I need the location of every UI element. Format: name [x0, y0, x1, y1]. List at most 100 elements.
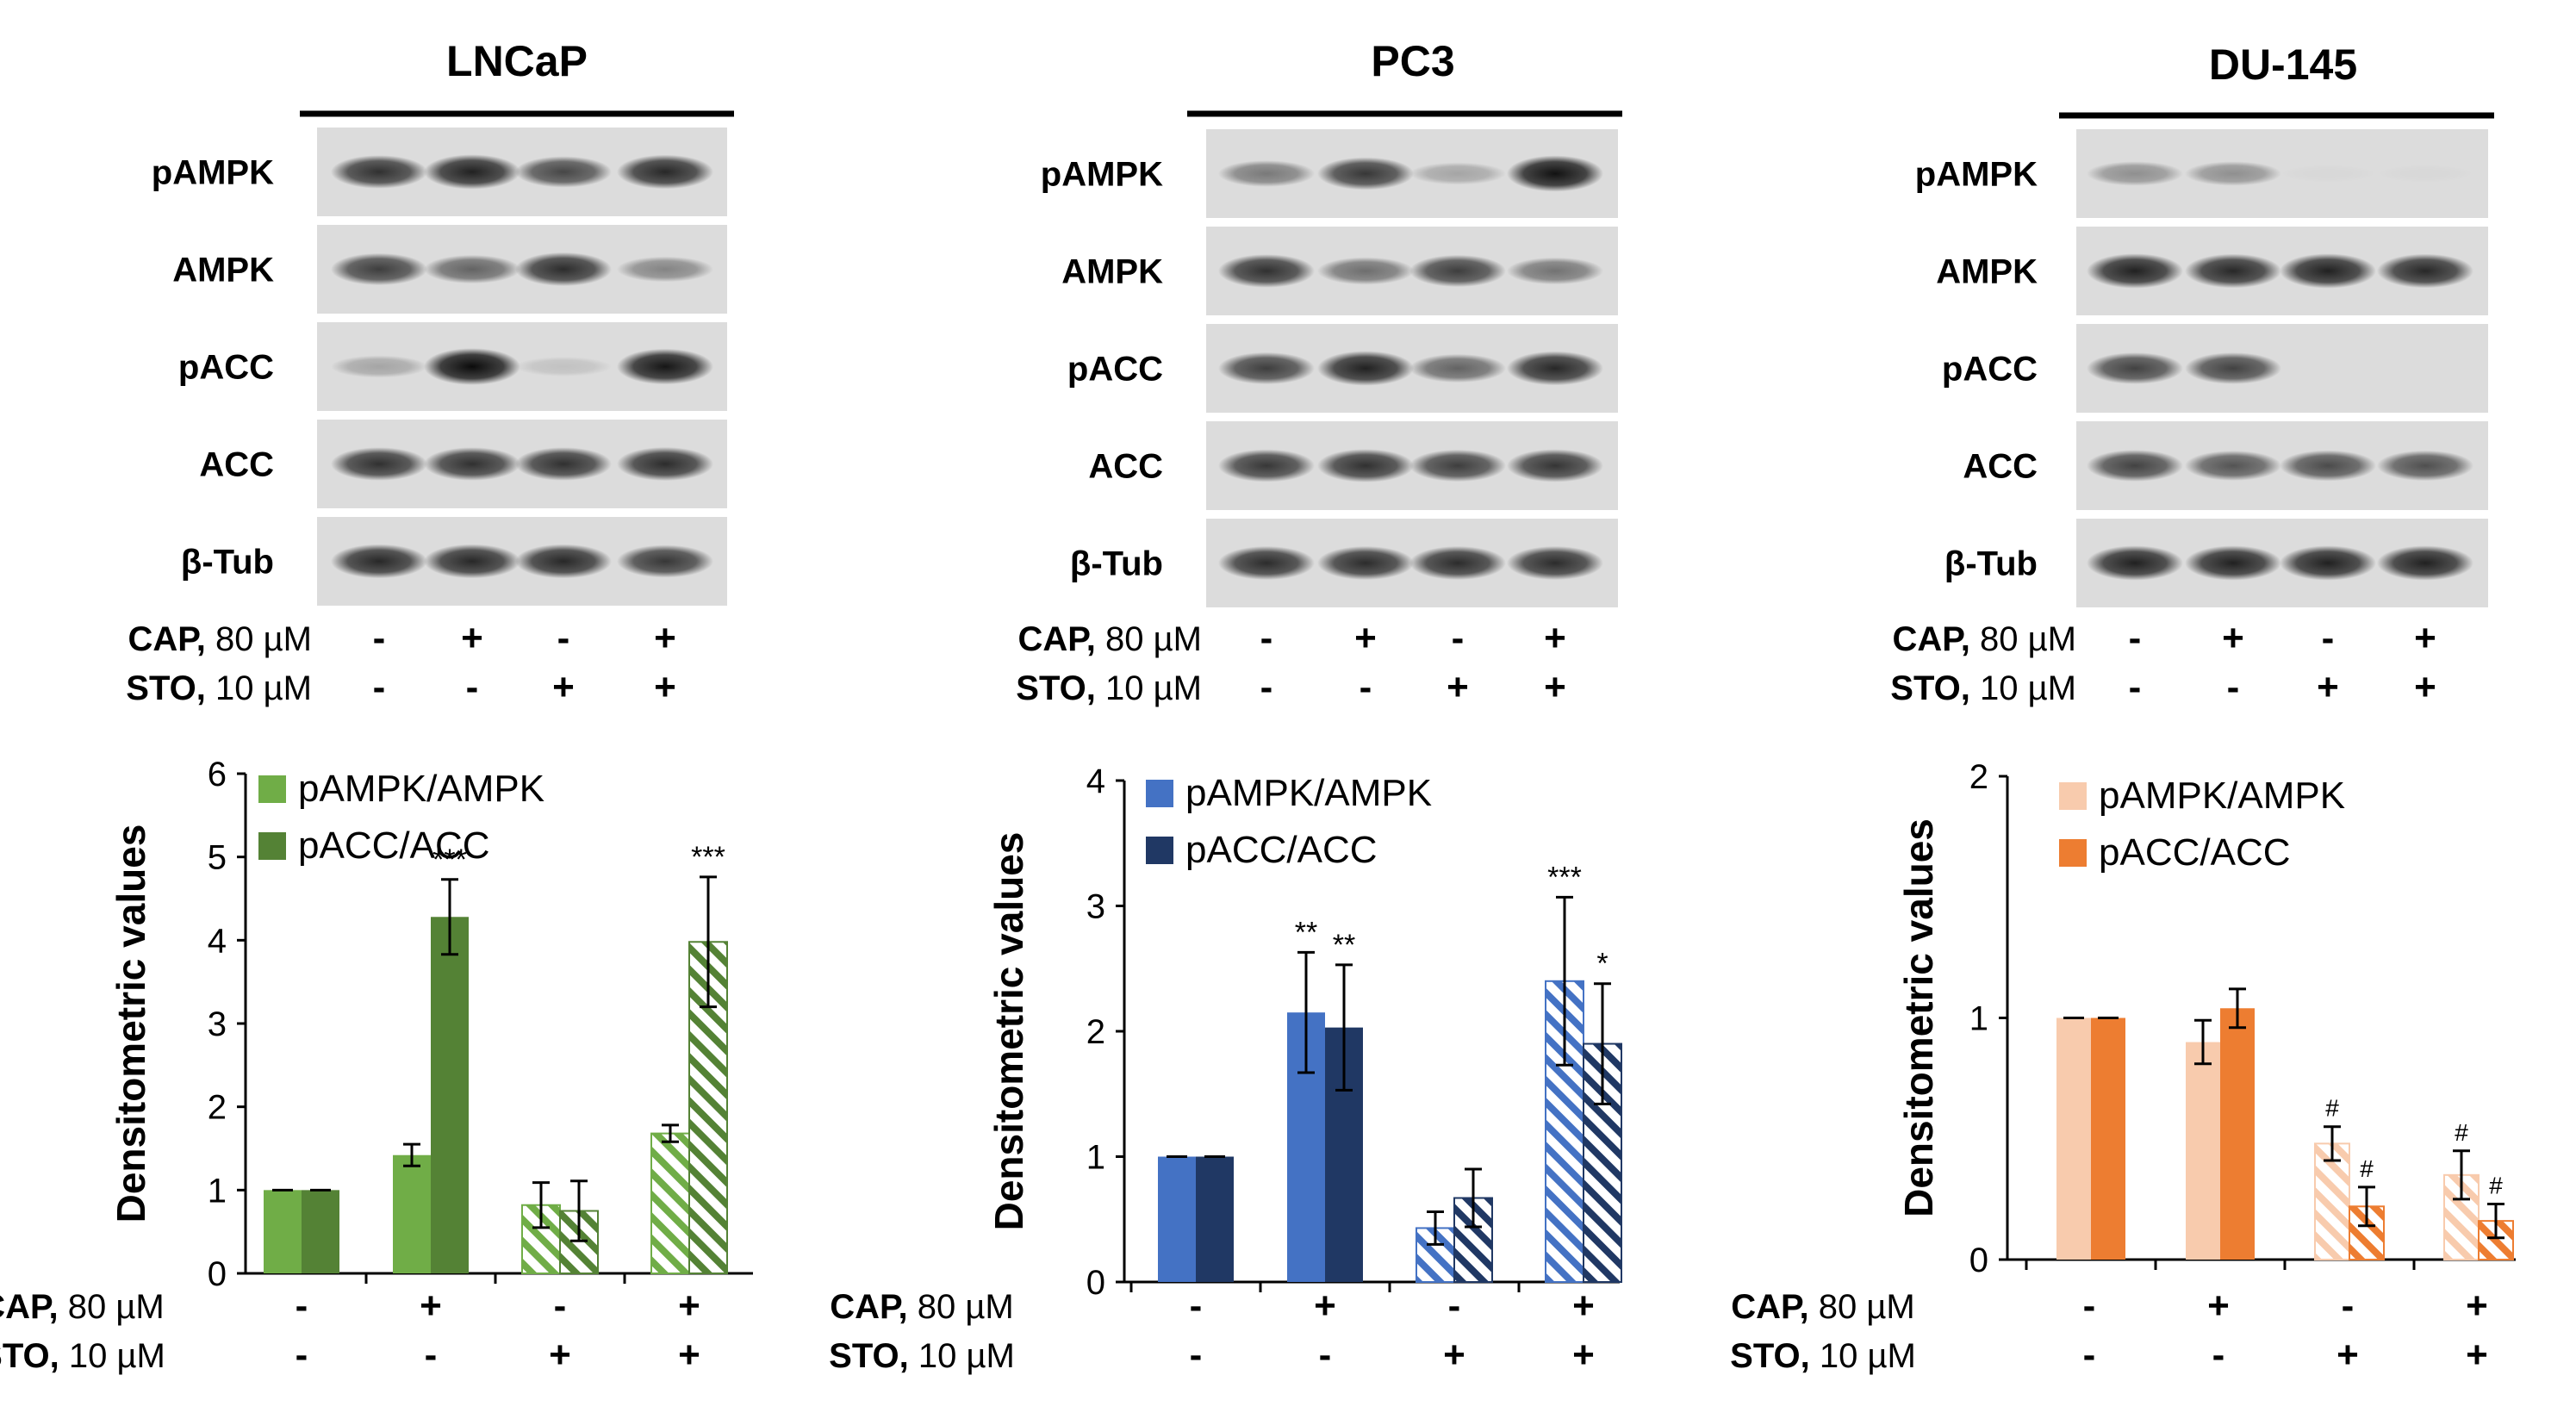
blot-band — [1507, 351, 1603, 386]
bar — [1196, 1156, 1234, 1282]
blot-band — [2087, 161, 2183, 186]
significance-mark: # — [2455, 1119, 2468, 1146]
treatment-label: STO, 10 µM — [1016, 669, 1202, 707]
cell-line-title: PC3 — [1371, 37, 1454, 85]
blot-label: β-Tub — [181, 544, 274, 582]
y-tick-label: 4 — [208, 922, 227, 960]
significance-mark: # — [2360, 1155, 2374, 1182]
blot-band — [2377, 165, 2473, 182]
treatment-name: CAP, — [128, 620, 205, 658]
bar — [302, 1190, 339, 1273]
significance-mark: ** — [1333, 929, 1355, 961]
blot-label: pACC — [178, 349, 274, 387]
bar — [2091, 1017, 2125, 1260]
blot-band — [617, 154, 713, 190]
blot-band — [2185, 161, 2281, 186]
treatment-sign: - — [2212, 1334, 2225, 1376]
treatment-sign: + — [461, 617, 483, 659]
significance-mark: ** — [1295, 916, 1317, 949]
blot-band — [617, 256, 713, 283]
blot-band — [1507, 155, 1603, 192]
treatment-label: STO, 10 µM — [829, 1337, 1015, 1375]
treatment-dose: 80 µM — [1970, 620, 2076, 658]
blot-label: β-Tub — [1944, 545, 2038, 583]
treatment-dose: 80 µM — [206, 620, 312, 658]
cell-line-title: DU-145 — [2209, 40, 2357, 89]
blot-band — [515, 252, 612, 287]
legend-label: pACC/ACC — [298, 825, 490, 867]
blot-band — [424, 348, 520, 385]
treatment-label: STO, 10 µM — [1730, 1337, 1916, 1375]
bar — [2056, 1017, 2091, 1260]
legend-swatch — [258, 775, 286, 803]
treatment-dose: 80 µM — [908, 1288, 1014, 1326]
blot-band — [1409, 545, 1506, 581]
blot-band — [2087, 545, 2183, 581]
blot-label: AMPK — [1936, 253, 2038, 291]
blot-band — [2280, 450, 2376, 482]
treatment-label: CAP, 80 µM — [128, 620, 312, 658]
blot-band — [2280, 165, 2376, 182]
treatment-name: CAP, — [1017, 620, 1095, 658]
treatment-sign: - — [2342, 1285, 2355, 1327]
y-tick-label: 1 — [208, 1172, 227, 1210]
blot-band — [515, 156, 612, 188]
blot-band — [1409, 254, 1506, 288]
y-tick-label: 0 — [1969, 1241, 1988, 1279]
treatment-sign: - — [296, 1334, 308, 1376]
treatment-sign: - — [466, 666, 479, 708]
treatment-sign: - — [1448, 1285, 1461, 1327]
blot-band — [2087, 450, 2183, 482]
treatment-sign: + — [2466, 1334, 2488, 1376]
treatment-label: STO, 10 µM — [1890, 669, 2076, 707]
treatment-sign: - — [1452, 617, 1465, 659]
significance-mark: *** — [691, 841, 725, 874]
treatment-label: CAP, 80 µM — [1892, 620, 2076, 658]
legend-label: pAMPK/AMPK — [2099, 775, 2345, 817]
treatment-sign: + — [1354, 617, 1377, 659]
y-axis-label: Densitometric values — [1896, 818, 1941, 1217]
legend-swatch — [258, 832, 286, 860]
treatment-name: STO, — [1016, 669, 1096, 707]
significance-mark: # — [2489, 1172, 2503, 1198]
bar — [650, 1132, 690, 1274]
bar — [2314, 1142, 2350, 1260]
treatment-name: STO, — [0, 1337, 59, 1375]
treatment-sign: - — [1190, 1334, 1203, 1376]
legend-swatch — [1146, 837, 1173, 864]
panel-pc3: PC3 pAMPK AMPK pACC ACC β-Tub CAP, 80 µM - + - + ST… — [829, 37, 1622, 1376]
blot-band — [1507, 257, 1603, 285]
y-axis-label: Densitometric values — [109, 825, 153, 1223]
treatment-sign: + — [2466, 1285, 2488, 1327]
bar — [2220, 1008, 2255, 1260]
blot-band — [1317, 257, 1414, 285]
treatment-sign: - — [373, 666, 386, 708]
blot-band — [1218, 254, 1315, 288]
legend-swatch — [2059, 782, 2087, 810]
y-tick-label: 2 — [208, 1089, 227, 1127]
treatment-sign: + — [2317, 666, 2339, 708]
blot-band — [331, 155, 427, 189]
blot-band — [1218, 352, 1315, 385]
bar — [431, 917, 469, 1273]
treatment-dose: 10 µM — [1096, 669, 1202, 707]
legend-label: pACC/ACC — [2099, 831, 2291, 874]
treatment-sign: + — [654, 617, 676, 659]
legend-label: pAMPK/AMPK — [298, 768, 544, 810]
panel-lncap: LNCaP pAMPK AMPK pACC ACC β-Tub CAP, 80 µM - + - +… — [0, 37, 753, 1376]
blot-band — [1409, 353, 1506, 383]
legend-label: pAMPK/AMPK — [1185, 772, 1432, 814]
blot-band — [331, 355, 427, 378]
blot-band — [2185, 451, 2281, 481]
western-blot: pAMPK AMPK pACC ACC β-Tub — [1915, 129, 2488, 607]
blot-band — [515, 544, 612, 579]
treatment-sign: - — [1360, 666, 1372, 708]
treatment-sign: - — [1190, 1285, 1203, 1327]
treatment-sign: - — [373, 617, 386, 659]
western-blot: pAMPK AMPK pACC ACC β-Tub — [1041, 129, 1618, 607]
legend-label: pACC/ACC — [1185, 829, 1378, 871]
treatment-sign: + — [2222, 617, 2244, 659]
treatment-sign: + — [654, 666, 676, 708]
bar — [2186, 1042, 2220, 1260]
